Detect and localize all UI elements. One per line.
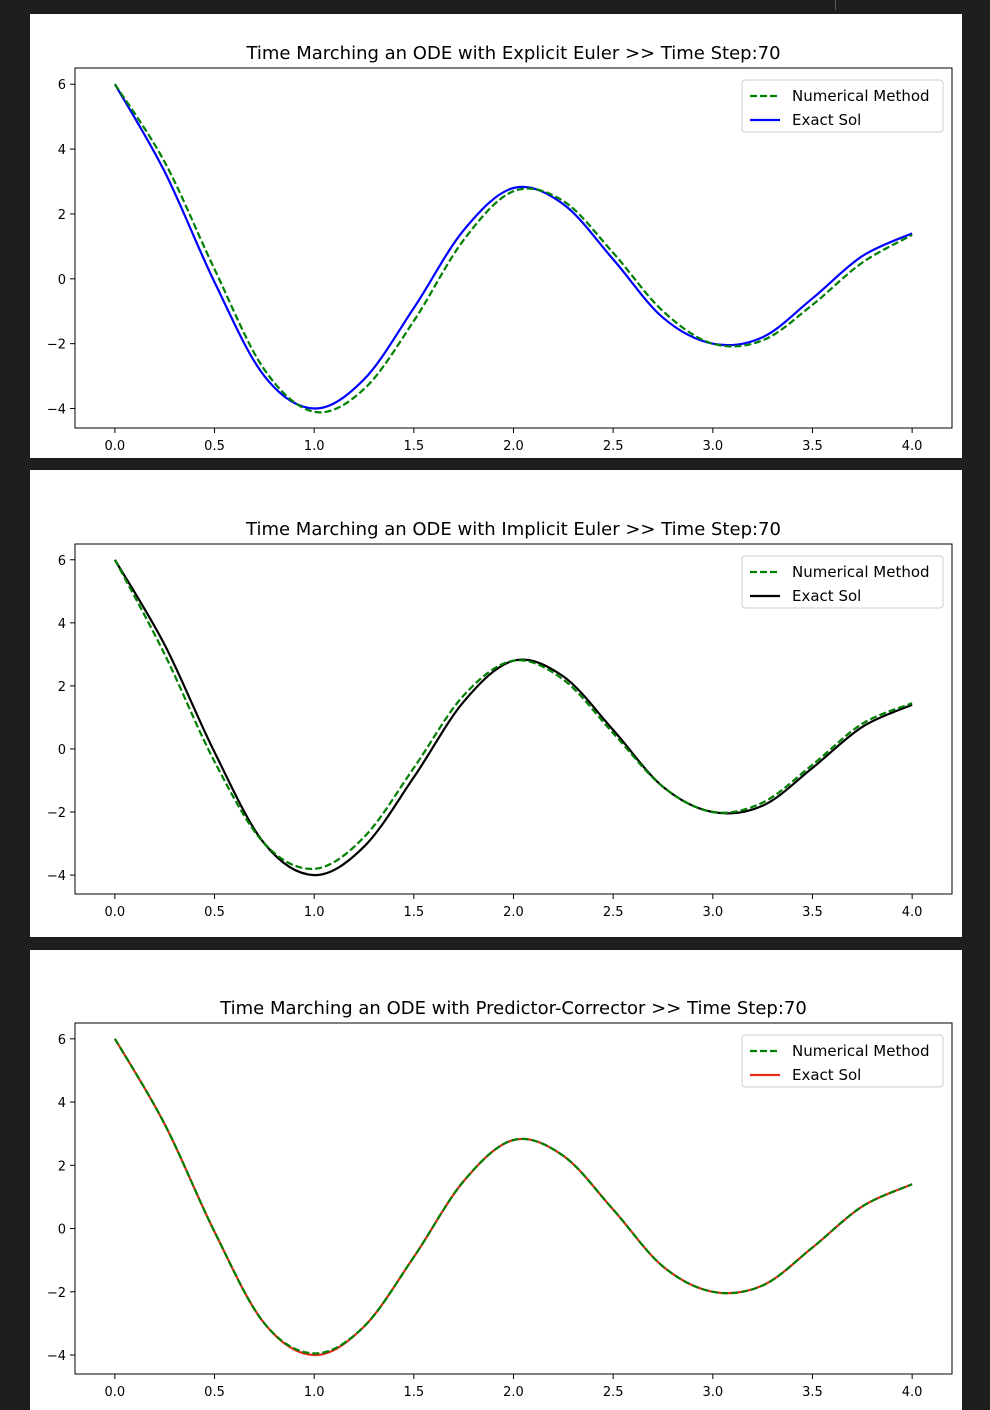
y-tick-label: −2 <box>47 806 66 821</box>
x-tick-label: 3.5 <box>802 439 823 454</box>
chart-svg: Time Marching an ODE with Explicit Euler… <box>47 43 953 454</box>
y-tick-label: −4 <box>47 403 66 418</box>
y-tick-label: 2 <box>58 208 66 223</box>
x-tick-label: 4.0 <box>902 439 923 454</box>
x-tick-label: 0.5 <box>204 439 225 454</box>
chart-title: Time Marching an ODE with Implicit Euler… <box>245 519 781 540</box>
x-tick-label: 0.5 <box>204 1385 225 1400</box>
x-tick-label: 1.5 <box>403 439 424 454</box>
chart-svg: Time Marching an ODE with Predictor-Corr… <box>47 998 953 1400</box>
y-tick-label: 6 <box>58 554 66 569</box>
x-tick-label: 1.5 <box>403 1385 424 1400</box>
chart-svg: Time Marching an ODE with Implicit Euler… <box>47 519 953 920</box>
legend-label: Exact Sol <box>792 111 861 129</box>
x-tick-label: 0.0 <box>105 905 126 920</box>
x-tick-label: 1.0 <box>304 1385 325 1400</box>
x-tick-label: 2.0 <box>503 905 524 920</box>
chart-title: Time Marching an ODE with Predictor-Corr… <box>219 998 807 1019</box>
y-tick-label: 0 <box>58 743 66 758</box>
legend-label: Numerical Method <box>792 1042 930 1060</box>
chart-panel-predictor-corrector: Time Marching an ODE with Predictor-Corr… <box>30 950 962 1410</box>
series-line-exact-sol <box>113 559 913 877</box>
legend-box <box>741 1034 944 1088</box>
y-tick-label: −2 <box>47 1286 66 1301</box>
y-tick-label: −4 <box>47 1349 66 1364</box>
y-tick-label: 0 <box>58 1223 66 1238</box>
y-tick-label: 0 <box>58 273 66 288</box>
x-tick-label: 2.0 <box>503 439 524 454</box>
series-line-exact-sol <box>113 83 913 410</box>
x-tick-label: 2.5 <box>603 1385 624 1400</box>
x-tick-label: 1.0 <box>304 439 325 454</box>
x-tick-label: 0.5 <box>204 905 225 920</box>
legend-box <box>741 79 944 133</box>
legend-label: Numerical Method <box>792 563 930 581</box>
legend-label: Exact Sol <box>792 587 861 605</box>
y-tick-label: 6 <box>58 78 66 93</box>
x-tick-label: 4.0 <box>902 905 923 920</box>
y-tick-label: 4 <box>58 617 66 632</box>
x-tick-label: 4.0 <box>902 1385 923 1400</box>
x-tick-label: 3.0 <box>702 439 723 454</box>
x-tick-label: 2.0 <box>503 1385 524 1400</box>
x-tick-label: 3.5 <box>802 905 823 920</box>
legend-label: Exact Sol <box>792 1066 861 1084</box>
chart-panel-explicit-euler: Time Marching an ODE with Explicit Euler… <box>30 14 962 458</box>
y-tick-label: 4 <box>58 1096 66 1111</box>
legend-label: Numerical Method <box>792 87 930 105</box>
series-line-numerical-method <box>113 559 913 870</box>
y-tick-label: 2 <box>58 1159 66 1174</box>
x-tick-label: 2.5 <box>603 439 624 454</box>
x-tick-label: 0.0 <box>105 439 126 454</box>
x-tick-label: 1.5 <box>403 905 424 920</box>
x-tick-label: 3.0 <box>702 1385 723 1400</box>
x-tick-label: 1.0 <box>304 905 325 920</box>
series-line-numerical-method <box>113 1038 913 1355</box>
x-tick-label: 0.0 <box>105 1385 126 1400</box>
chart-panel-implicit-euler: Time Marching an ODE with Implicit Euler… <box>30 470 962 937</box>
y-tick-label: 6 <box>58 1033 66 1048</box>
chart-title: Time Marching an ODE with Explicit Euler… <box>245 43 780 64</box>
y-tick-label: −2 <box>47 338 66 353</box>
y-tick-label: 2 <box>58 680 66 695</box>
series-line-numerical-method <box>113 83 913 414</box>
top-separator <box>835 0 836 10</box>
y-tick-label: 4 <box>58 143 66 158</box>
y-tick-label: −4 <box>47 869 66 884</box>
legend-box <box>741 555 944 609</box>
x-tick-label: 3.0 <box>702 905 723 920</box>
x-tick-label: 2.5 <box>603 905 624 920</box>
x-tick-label: 3.5 <box>802 1385 823 1400</box>
